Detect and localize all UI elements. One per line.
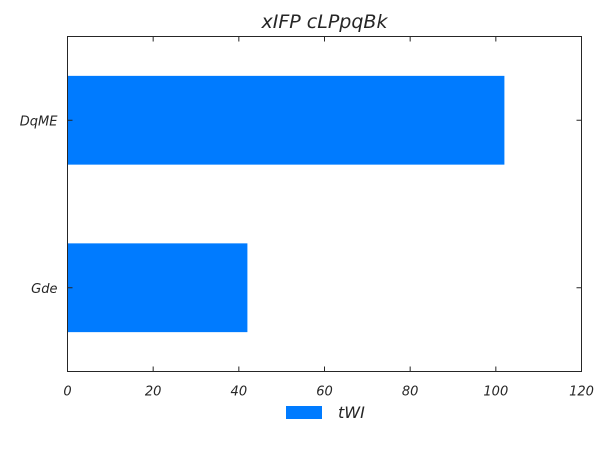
bars bbox=[67, 75, 505, 333]
chart-title: xIFP cLPpqBk bbox=[261, 11, 389, 33]
y-tick-label: Gde bbox=[31, 282, 57, 297]
y-tick-label: DqME bbox=[20, 114, 58, 129]
x-axis-ticks: 0 20 40 60 80 100 120 bbox=[63, 36, 594, 400]
y-axis-ticks: DqME Gde bbox=[20, 114, 582, 297]
x-tick-label: 0 bbox=[63, 385, 71, 400]
x-tick-label: 100 bbox=[483, 385, 508, 400]
bar-DqME bbox=[67, 75, 505, 165]
bar-Gde bbox=[67, 243, 248, 333]
x-tick-label: 20 bbox=[145, 385, 162, 400]
x-tick-label: 120 bbox=[569, 385, 594, 400]
legend: tWI bbox=[286, 403, 365, 422]
legend-label: tWI bbox=[338, 403, 365, 422]
x-tick-label: 60 bbox=[316, 385, 333, 400]
x-tick-label: 80 bbox=[402, 385, 419, 400]
x-tick-label: 40 bbox=[231, 385, 248, 400]
legend-swatch bbox=[286, 406, 322, 419]
